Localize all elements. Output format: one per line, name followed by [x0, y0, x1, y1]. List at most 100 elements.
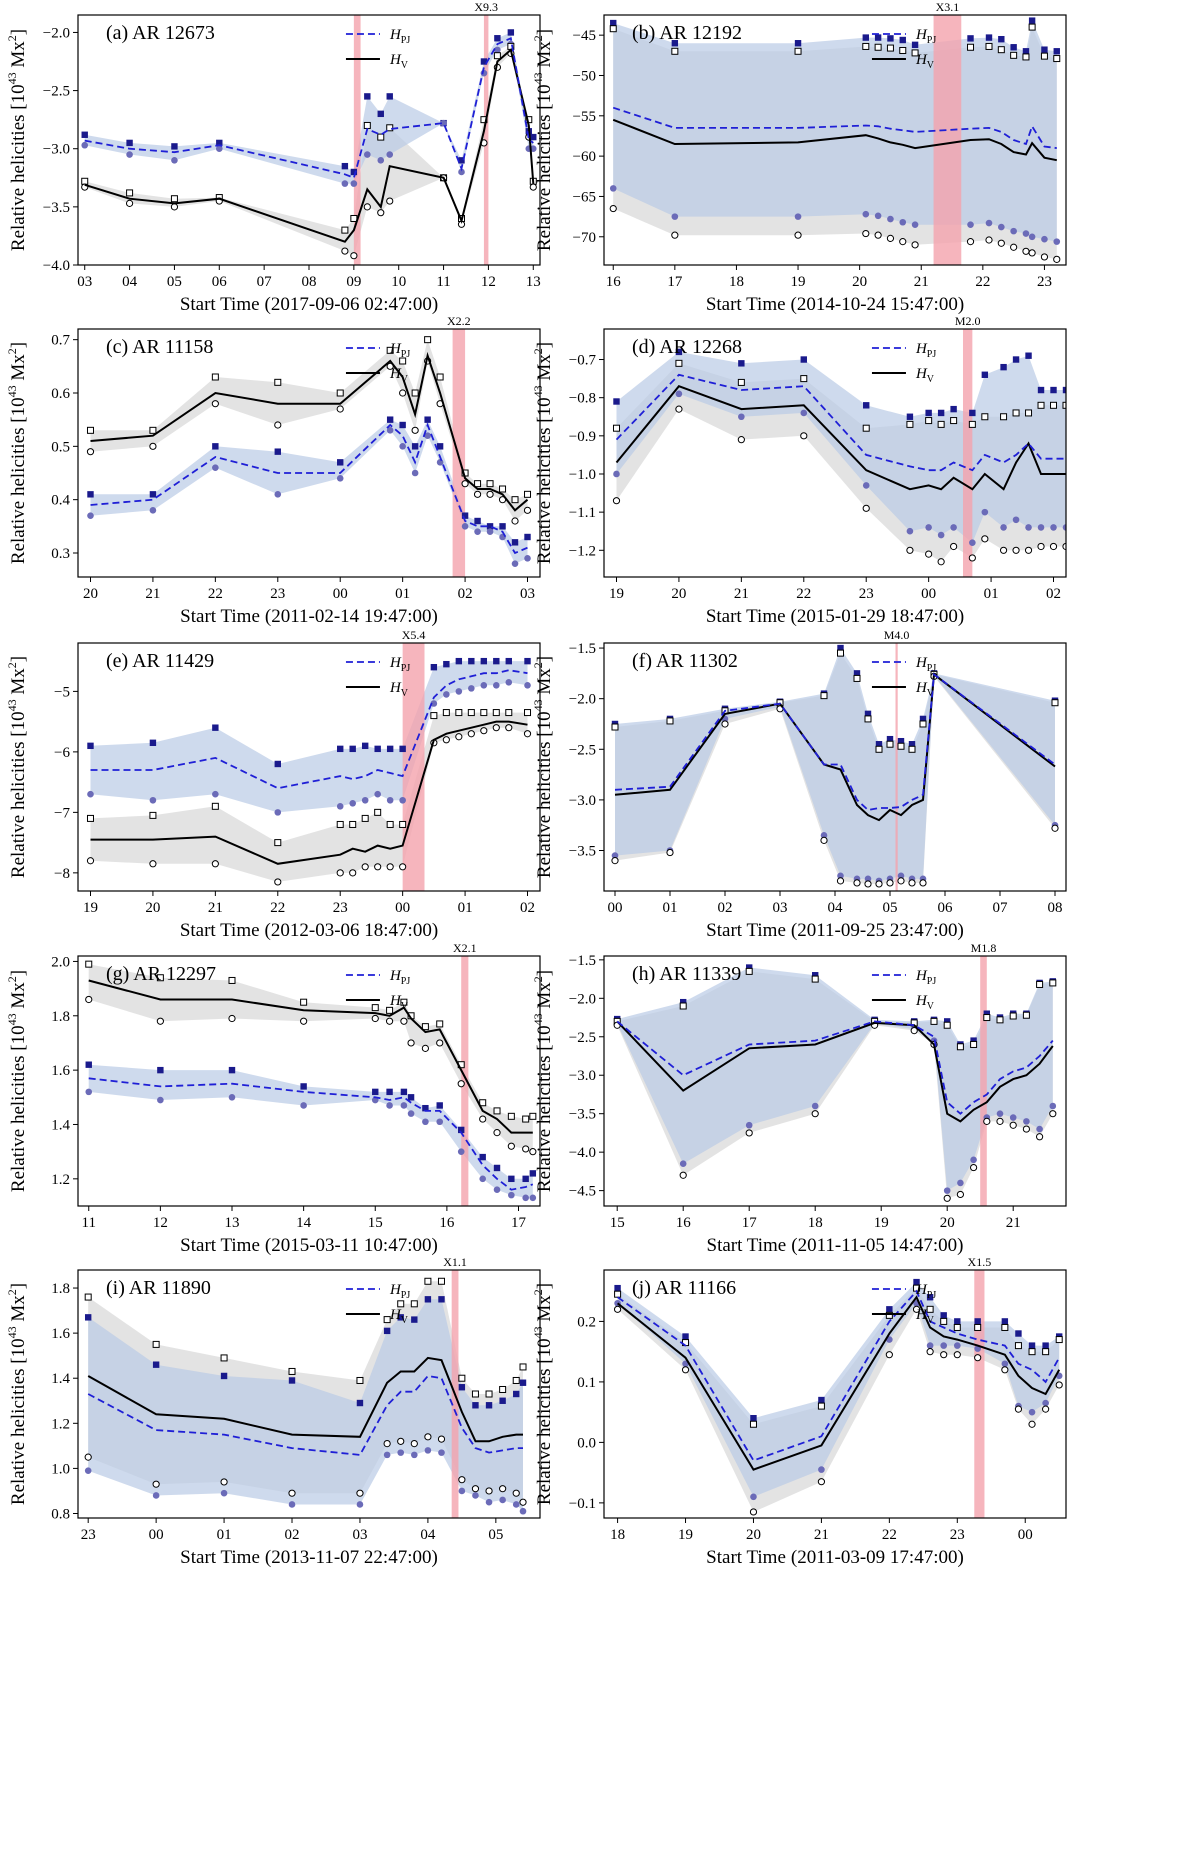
hpj-upper-marker — [524, 657, 531, 665]
y-axis-label-end: ] — [534, 656, 555, 662]
hpj-upper-marker — [386, 745, 394, 753]
hpj-lower-marker — [472, 1492, 479, 1499]
x-tick-label: 16 — [439, 1215, 455, 1231]
x-tick-label: 19 — [83, 900, 98, 916]
hpj-lower-marker — [300, 1102, 307, 1109]
hpj-upper-marker — [458, 157, 465, 164]
x-axis-prefix: Start Time — [180, 294, 260, 315]
y-axis-label-unit-exp: 2 — [5, 976, 19, 982]
hv-lower-marker — [349, 869, 357, 877]
hv-lower-marker — [1062, 542, 1066, 551]
hpj-lower-marker — [675, 390, 683, 398]
hv-series-line — [84, 48, 535, 243]
hv-lower-marker — [983, 1117, 991, 1125]
hpj-lower-marker — [996, 1110, 1004, 1117]
hv-lower-marker — [1055, 1381, 1063, 1389]
hv-lower-marker — [956, 1190, 965, 1199]
hpj-upper-marker — [479, 1153, 486, 1161]
hv-upper-marker — [424, 336, 432, 344]
hpj-upper-marker — [407, 1094, 415, 1101]
y-tick-label: −3.0 — [569, 1068, 596, 1084]
hv-lower-marker — [274, 878, 282, 886]
hpj-series-line — [88, 1077, 534, 1191]
hv-upper-marker — [374, 808, 382, 816]
hv-upper-marker — [1053, 55, 1061, 63]
legend-hv-sub: V — [927, 60, 935, 71]
chart-panel: X1.1 0.8 1.0 1.2 1.4 1.6 1.8 23 00 01 02 03 04 05 Star… — [5, 1255, 541, 1568]
x-tick-label: 17 — [511, 1215, 527, 1231]
y-axis-label-text: Relative helicities [10 — [534, 84, 555, 251]
hpj-upper-marker — [436, 1102, 443, 1109]
x-tick-label: 22 — [882, 1527, 897, 1543]
hv-lower-marker — [997, 239, 1005, 247]
hpj-upper-marker — [486, 523, 494, 530]
hv-upper-marker — [906, 420, 914, 428]
hpj-upper-marker — [508, 1175, 515, 1183]
y-axis-label-unit-exp: 2 — [531, 1289, 545, 1295]
hv-lower-marker — [1001, 1366, 1009, 1374]
hv-upper-marker — [885, 1311, 893, 1319]
hv-upper-marker — [152, 1340, 160, 1348]
hpj-lower-marker — [85, 1088, 93, 1096]
hpj-upper-marker — [614, 1284, 621, 1292]
hv-upper-marker — [371, 1004, 379, 1012]
hv-upper-marker — [386, 820, 394, 828]
hpj-upper-marker — [386, 93, 393, 100]
hv-upper-marker — [84, 1293, 92, 1301]
hpj-lower-marker — [212, 464, 219, 471]
hv-lower-marker — [745, 1129, 753, 1137]
x-tick-label: 20 — [145, 900, 160, 916]
hv-upper-marker — [442, 709, 450, 717]
y-axis-label: Relative helicities [1043 Mx2] — [531, 970, 555, 1192]
hpj-upper-marker — [610, 19, 617, 27]
y-tick-label: −1.1 — [569, 505, 596, 521]
y-axis-label: Relative helicities [1043 Mx2] — [531, 656, 555, 878]
hpj-upper-marker — [458, 1384, 466, 1391]
hv-upper-marker — [507, 1112, 515, 1120]
hv-lower-marker — [862, 504, 870, 512]
hv-lower-marker — [471, 1485, 480, 1493]
hpj-lower-marker — [794, 213, 802, 220]
hpj-upper-marker — [1001, 1318, 1009, 1325]
hpj-lower-marker — [288, 1501, 296, 1508]
x-tick-label: 08 — [1048, 900, 1063, 916]
x-tick-label: 11 — [82, 1215, 96, 1231]
x-tick-label: 21 — [1006, 1215, 1021, 1231]
hpj-lower-marker — [1000, 524, 1007, 531]
hv-upper-marker — [228, 976, 236, 984]
x-tick-label: 20 — [940, 1215, 955, 1231]
hv-upper-marker — [874, 43, 882, 51]
hpj-lower-marker — [820, 832, 828, 839]
hpj-lower-marker — [228, 1094, 236, 1101]
hv-lower-marker — [666, 848, 674, 857]
hpj-upper-marker — [171, 143, 178, 150]
hpj-upper-marker — [750, 1414, 757, 1422]
hv-upper-marker — [341, 226, 349, 234]
flare-label: X2.1 — [453, 941, 477, 955]
hv-lower-marker — [374, 863, 382, 871]
hv-lower-marker — [493, 1129, 501, 1137]
hpj-upper-marker — [411, 443, 419, 450]
hv-upper-marker — [930, 1017, 938, 1025]
hv-lower-marker — [300, 1017, 308, 1025]
hv-upper-marker — [862, 42, 870, 50]
hpj-upper-marker — [274, 448, 281, 455]
hpj-upper-marker — [399, 421, 406, 429]
legend-hpj-sub: PJ — [927, 976, 937, 987]
hv-lower-marker — [1022, 1125, 1031, 1133]
hpj-upper-marker — [87, 742, 94, 750]
y-tick-label: −6 — [54, 745, 70, 761]
hpj-lower-marker — [1028, 1408, 1036, 1416]
hpj-lower-marker — [874, 212, 882, 220]
x-tick-label: 19 — [609, 586, 624, 602]
hv-lower-marker — [211, 400, 219, 408]
hpj-upper-marker — [288, 1377, 296, 1384]
x-tick-label: 23 — [333, 900, 348, 916]
flare-interval — [980, 956, 987, 1206]
hpj-upper-marker — [519, 1379, 527, 1386]
y-axis-label-unit: Mx — [534, 668, 555, 700]
hpj-lower-marker — [862, 482, 870, 489]
hv-upper-marker — [386, 1006, 394, 1014]
legend-hpj-label: HPJ — [915, 968, 936, 987]
hv-lower-marker — [1014, 1405, 1023, 1413]
